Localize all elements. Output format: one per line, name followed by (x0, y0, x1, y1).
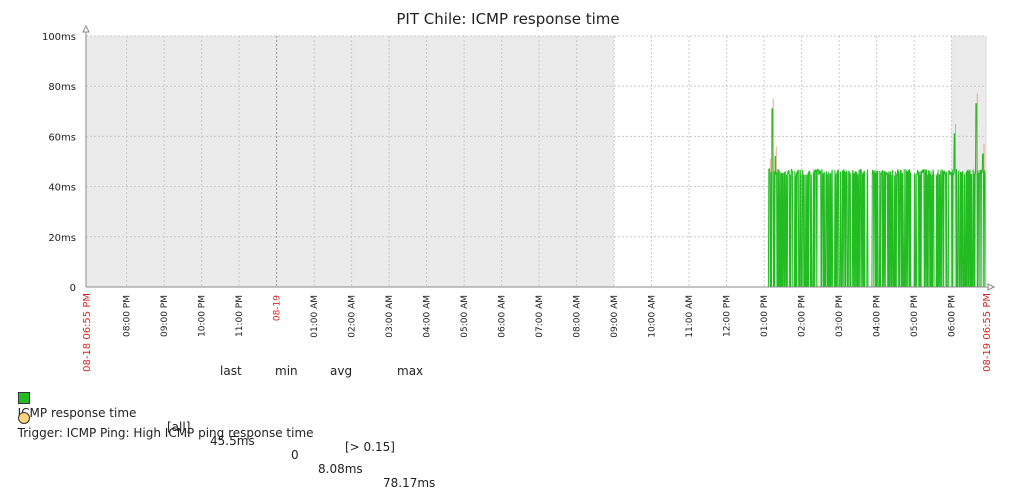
x-end-label: 08-19 06:55 PM (982, 293, 993, 372)
y-axis-arrow (82, 24, 90, 33)
legend-header-min: min (275, 364, 298, 378)
x-tick-label: 07:00 AM (535, 295, 545, 338)
x-tick-label: 06:00 AM (498, 295, 508, 338)
x-start-label: 08-18 06:55 PM (82, 293, 93, 372)
x-tick-label: 10:00 PM (198, 295, 208, 337)
legend-header-max: max (397, 364, 424, 378)
trigger-label: Trigger: ICMP Ping: High ICMP ping respo… (17, 426, 314, 440)
x-tick-label: 01:00 PM (760, 295, 770, 337)
x-tick-label: 01:00 AM (310, 295, 320, 338)
y-tick-label: 20ms (48, 233, 76, 244)
x-tick-label: 04:00 PM (873, 295, 883, 337)
x-tick-label: 11:00 AM (685, 295, 695, 338)
x-tick-label: 09:00 AM (610, 295, 620, 338)
y-tick-label: 40ms (48, 183, 76, 194)
x-tick-label: 12:00 PM (723, 295, 733, 337)
x-tick-label: 03:00 AM (385, 295, 395, 338)
y-tick-label: 100ms (42, 32, 76, 43)
trigger-condition: [> 0.15] (345, 440, 395, 454)
x-tick-label: 08:00 AM (573, 295, 583, 338)
x-tick-label: 04:00 AM (423, 295, 433, 338)
x-tick-label: 03:00 PM (835, 295, 845, 337)
x-tick-label: 02:00 PM (798, 295, 808, 337)
x-tick-label: 08:00 PM (123, 295, 133, 337)
axes (82, 24, 996, 291)
x-tick-label: 09:00 PM (160, 295, 170, 337)
legend-item-avg: 8.08ms (318, 462, 363, 476)
legend-header-last: last (220, 364, 242, 378)
chart: PIT Chile: ICMP response time 0 20ms 40ms 6… (42, 10, 996, 372)
grid (86, 35, 986, 287)
x-tick-label: 06:00 PM (948, 295, 958, 337)
legend-header-avg: avg (330, 364, 353, 378)
legend-item-max: 78.17ms (383, 476, 436, 490)
chart-title: PIT Chile: ICMP response time (396, 10, 619, 28)
legend-item-name: ICMP response time (17, 406, 137, 420)
x-tick-label: 02:00 AM (348, 295, 358, 338)
y-tick-label: 0 (70, 283, 76, 294)
legend-trigger: Trigger: ICMP Ping: High ICMP ping respo… (10, 398, 395, 454)
x-tick-label: 10:00 AM (648, 295, 658, 338)
plot-background (86, 36, 986, 287)
y-tick-labels: 0 20ms 40ms 60ms 80ms 100ms (42, 32, 76, 294)
y-tick-label: 80ms (48, 82, 76, 93)
x-axis-arrow (987, 283, 996, 291)
legend-swatch-icmp (17, 392, 30, 404)
shaded-period-0 (86, 36, 614, 287)
x-tick-labels: 08:00 PM 09:00 PM 10:00 PM 11:00 PM 08-19 01:… (82, 293, 993, 372)
x-tick-label: 08-19 (273, 295, 283, 321)
x-tick-label: 05:00 PM (910, 295, 920, 337)
y-tick-label: 60ms (48, 132, 76, 143)
x-tick-label: 05:00 AM (460, 295, 470, 338)
trigger-swatch (17, 412, 30, 424)
x-tick-label: 11:00 PM (235, 295, 245, 337)
